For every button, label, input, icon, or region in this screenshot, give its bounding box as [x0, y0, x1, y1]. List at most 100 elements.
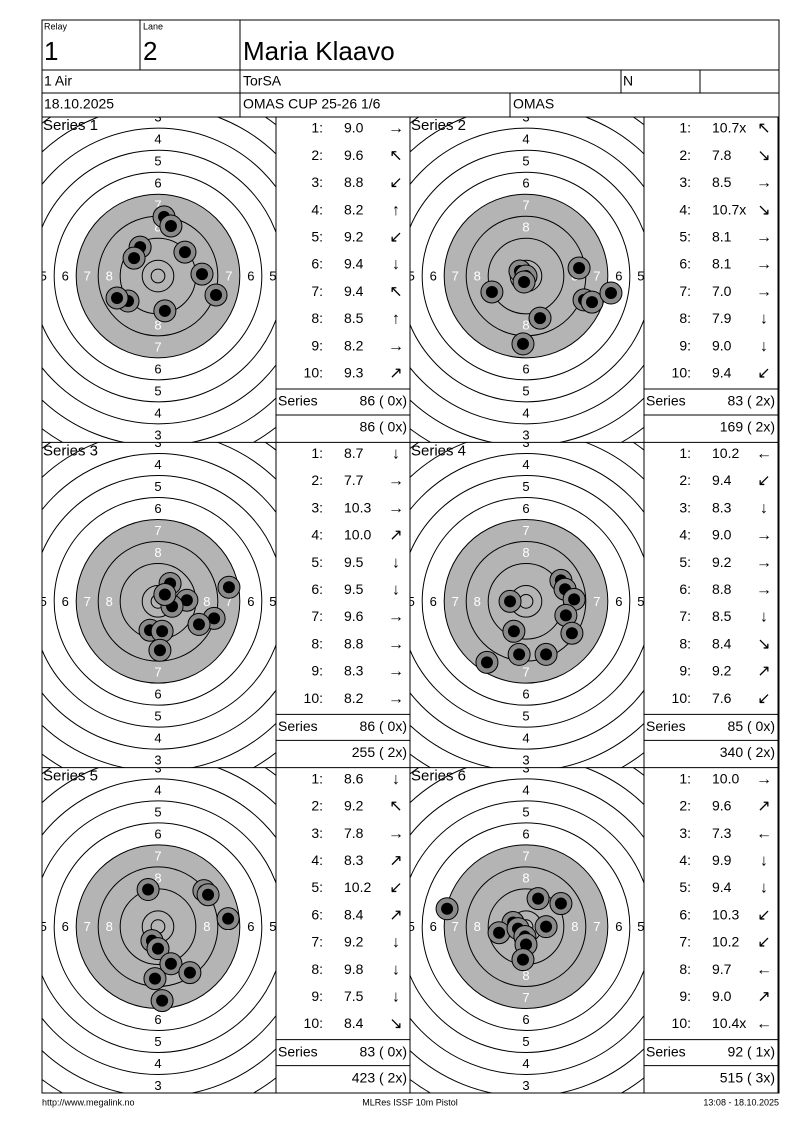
shot-hole — [175, 588, 199, 612]
shot-hole — [150, 619, 174, 643]
ring — [75, 519, 241, 684]
shot-direction: ↙ — [757, 365, 770, 382]
ring-label: 5 — [408, 268, 415, 283]
shot-number: 10: — [304, 690, 323, 706]
ring-label: 3 — [154, 1078, 161, 1093]
shot-score: 8.5 — [712, 608, 732, 624]
ring-label: 8 — [474, 594, 481, 609]
competition: OMAS CUP 25-26 1/6 — [243, 96, 381, 112]
shot-score: 7.0 — [712, 283, 732, 299]
shot-hole — [580, 290, 604, 314]
shot-direction: ↙ — [389, 229, 402, 246]
ring-label: 5 — [637, 919, 644, 934]
ring-label: 6 — [154, 176, 161, 191]
ring-label: 5 — [522, 1034, 529, 1049]
shot-score: 8.7 — [344, 445, 364, 461]
shot-number: 2: — [311, 798, 323, 814]
ring — [42, 778, 276, 1075]
shot-number: 2: — [679, 798, 691, 814]
shot-direction: ↘ — [757, 636, 770, 653]
shot-score: 7.8 — [344, 825, 364, 841]
shot-number: 6: — [679, 256, 691, 272]
shot-score: 8.2 — [344, 201, 364, 217]
shot-direction: → — [388, 609, 404, 626]
ring-label: 6 — [522, 687, 529, 702]
ring-label: 7 — [154, 198, 161, 213]
series-label: Series — [646, 1043, 686, 1059]
cumulative-total: 255 ( 2x) — [352, 744, 407, 760]
ring-label: 7 — [84, 919, 91, 934]
ring-label: 6 — [62, 919, 69, 934]
shot-direction: → — [388, 338, 404, 355]
ring-label: 5 — [522, 154, 529, 169]
shot-direction: ↑ — [392, 311, 400, 328]
shot-direction: → — [388, 690, 404, 707]
shot-direction: → — [756, 256, 772, 273]
ring-label: 5 — [154, 804, 161, 819]
ring-label: 3 — [154, 110, 161, 125]
ring-label: 6 — [430, 919, 437, 934]
shot-number: 4: — [311, 527, 323, 543]
shot-direction: ← — [756, 1016, 772, 1033]
organizer: OMAS — [513, 96, 554, 112]
ring — [421, 822, 631, 1031]
ring-label: 5 — [637, 268, 644, 283]
shot-direction: ↓ — [392, 554, 400, 571]
ring-label: 4 — [154, 1056, 161, 1071]
ring-label: 3 — [522, 753, 529, 768]
ring-label: 3 — [522, 435, 529, 450]
shot-number: 7: — [679, 283, 691, 299]
shot-score: 9.0 — [344, 120, 364, 136]
ring — [421, 171, 631, 381]
ring-label: 7 — [225, 594, 232, 609]
shot-score: 7.8 — [712, 147, 732, 163]
ring-label: 6 — [154, 1012, 161, 1027]
shot-score: 8.5 — [712, 174, 732, 190]
ring-label: 5 — [637, 594, 644, 609]
ring-label: 7 — [84, 594, 91, 609]
shot-score: 9.2 — [344, 934, 364, 950]
ring-label: 5 — [40, 268, 47, 283]
ring-label: 5 — [408, 919, 415, 934]
shot-direction: → — [756, 175, 772, 192]
shot-score: 8.3 — [344, 852, 364, 868]
shot-direction: → — [388, 663, 404, 680]
ring-label: 3 — [0, 594, 3, 609]
shot-score: 9.6 — [344, 147, 364, 163]
series-total: 86 ( 0x) — [360, 718, 407, 734]
shot-direction: ↓ — [392, 771, 400, 788]
ring-label: 5 — [154, 1034, 161, 1049]
shot-number: 5: — [311, 229, 323, 245]
shot-hole — [567, 256, 591, 280]
shot-hole — [122, 246, 146, 270]
shot-number: 4: — [679, 852, 691, 868]
shot-hole — [528, 306, 552, 330]
shot-hole — [153, 582, 177, 606]
shot-number: 1: — [311, 120, 323, 136]
ring-label: 7 — [522, 990, 529, 1005]
ring — [75, 193, 241, 359]
gender: N — [623, 73, 633, 89]
series-label: Series — [278, 393, 318, 409]
shot-number: 5: — [311, 554, 323, 570]
shot-hole — [534, 915, 558, 939]
shot-direction: ← — [756, 825, 772, 842]
shot-score: 9.8 — [344, 961, 364, 977]
ring-label: 7 — [593, 268, 600, 283]
ring-label: 7 — [452, 268, 459, 283]
shot-score: 8.4 — [344, 1015, 364, 1031]
shot-direction: → — [388, 473, 404, 490]
ring-label: 4 — [522, 457, 529, 472]
shot-score: 9.4 — [712, 879, 732, 895]
ring-label: 6 — [522, 1012, 529, 1027]
ring — [410, 800, 644, 1053]
shot-score: 8.1 — [712, 256, 732, 272]
shot-direction: ↓ — [392, 934, 400, 951]
shot-number: 1: — [311, 770, 323, 786]
ring-label: 5 — [154, 709, 161, 724]
shot-number: 6: — [679, 906, 691, 922]
shot-direction: → — [388, 500, 404, 517]
